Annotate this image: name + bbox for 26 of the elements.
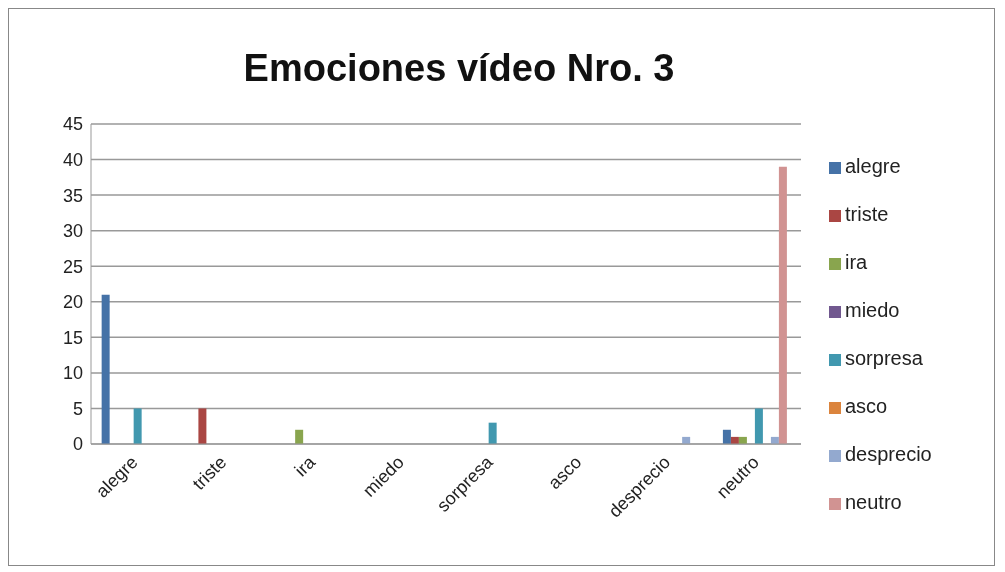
x-tick-label: ira [290,451,320,481]
y-tick-label: 25 [62,256,83,277]
y-tick-label: 35 [62,185,83,206]
y-tick-label: 30 [62,221,83,242]
y-tick-label: 15 [62,327,83,348]
bar [295,429,304,444]
bar [778,166,787,444]
legend-label: asco [845,395,888,417]
legend-label: ira [845,251,868,273]
bar [198,408,207,444]
y-tick-label: 0 [72,434,83,455]
bar [101,294,110,444]
y-tick-label: 40 [62,149,83,170]
legend-label: alegre [845,155,901,177]
chart-title: Emociones vídeo Nro. 3 [242,47,676,90]
legend-label: triste [845,203,889,225]
bar [754,408,763,444]
y-tick-label: 10 [62,363,83,384]
bar [488,422,497,444]
y-tick-label: 45 [62,114,83,135]
y-tick-label: 5 [72,398,83,419]
bar [722,429,731,444]
legend-label: sorpresa [845,347,923,369]
y-tick-label: 20 [62,292,83,313]
bar [133,408,142,444]
legend-label: miedo [845,299,900,321]
